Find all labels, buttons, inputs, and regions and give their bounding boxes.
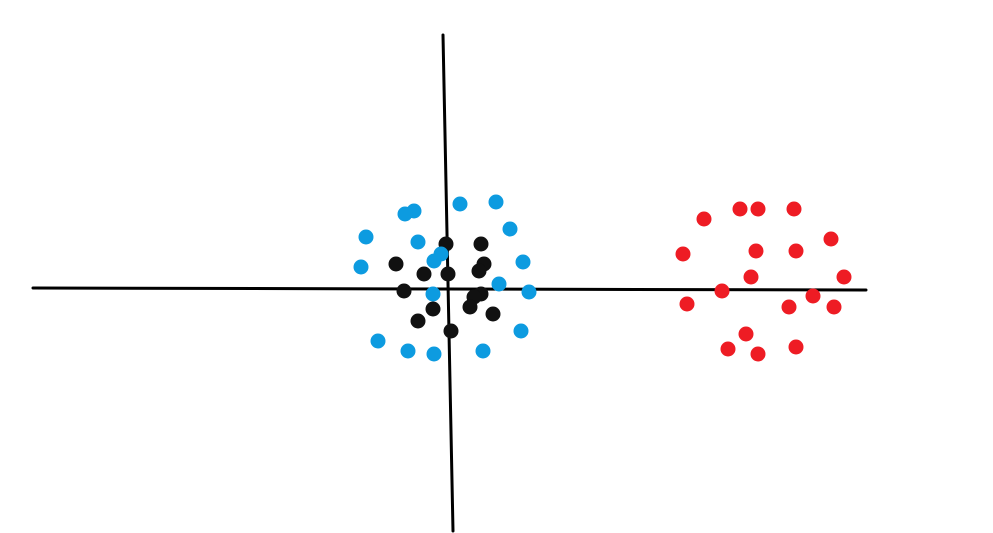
scatter-point-series-3-11 xyxy=(715,284,730,299)
scatter-point-series-1-3 xyxy=(389,257,404,272)
scatter-point-series-2-15 xyxy=(514,324,529,339)
scatter-point-series-3-16 xyxy=(739,327,754,342)
scatter-point-series-1-11 xyxy=(463,300,478,315)
scatter-point-series-2-11 xyxy=(427,254,442,269)
scatter-point-series-2-17 xyxy=(401,344,416,359)
scatter-point-series-3-7 xyxy=(749,244,764,259)
scatter-point-series-3-19 xyxy=(789,340,804,355)
scatter-point-series-2-5 xyxy=(503,222,518,237)
scatter-point-series-1-5 xyxy=(441,267,456,282)
scatter-point-series-3-15 xyxy=(827,300,842,315)
scatter-point-series-3-4 xyxy=(787,202,802,217)
scatter-point-series-3-1 xyxy=(697,212,712,227)
scatter-point-series-2-9 xyxy=(516,255,531,270)
scatter-point-series-3-18 xyxy=(751,347,766,362)
scatter-point-series-2-6 xyxy=(359,230,374,245)
scatter-point-series-1-8 xyxy=(397,284,412,299)
scatter-point-series-3-5 xyxy=(824,232,839,247)
scatter-point-series-3-3 xyxy=(751,202,766,217)
scatter-point-series-3-17 xyxy=(721,342,736,357)
scatter-point-series-3-13 xyxy=(680,297,695,312)
scatter-point-series-1-2 xyxy=(474,237,489,252)
scatter-point-series-2-12 xyxy=(492,277,507,292)
scatter-point-series-2-7 xyxy=(411,235,426,250)
scatter-point-series-3-9 xyxy=(744,270,759,285)
scatter-point-series-3-14 xyxy=(782,300,797,315)
scatter-point-series-3-6 xyxy=(676,247,691,262)
scatter-point-series-2-13 xyxy=(426,287,441,302)
axes xyxy=(33,35,866,531)
scatter-point-series-2-10 xyxy=(354,260,369,275)
scatter-point-series-1-12 xyxy=(426,302,441,317)
scatter-point-series-2-2 xyxy=(489,195,504,210)
scatter-point-series-1-4 xyxy=(417,267,432,282)
data-points xyxy=(354,195,852,362)
scatter-point-series-1-7 xyxy=(472,264,487,279)
scatter-point-series-3-10 xyxy=(837,270,852,285)
scatter-point-series-2-1 xyxy=(453,197,468,212)
scatter-point-series-2-16 xyxy=(371,334,386,349)
scatter-point-series-1-14 xyxy=(486,307,501,322)
scatter-point-series-3-12 xyxy=(806,289,821,304)
scatter-point-series-3-8 xyxy=(789,244,804,259)
scatter-point-series-2-4 xyxy=(398,207,413,222)
y-axis xyxy=(443,35,453,531)
scatter-point-series-2-19 xyxy=(476,344,491,359)
scatter-point-series-2-18 xyxy=(427,347,442,362)
scatter-point-series-3-2 xyxy=(733,202,748,217)
scatter-point-series-2-14 xyxy=(522,285,537,300)
scatter-point-series-1-15 xyxy=(444,324,459,339)
scatter-point-series-1-13 xyxy=(411,314,426,329)
